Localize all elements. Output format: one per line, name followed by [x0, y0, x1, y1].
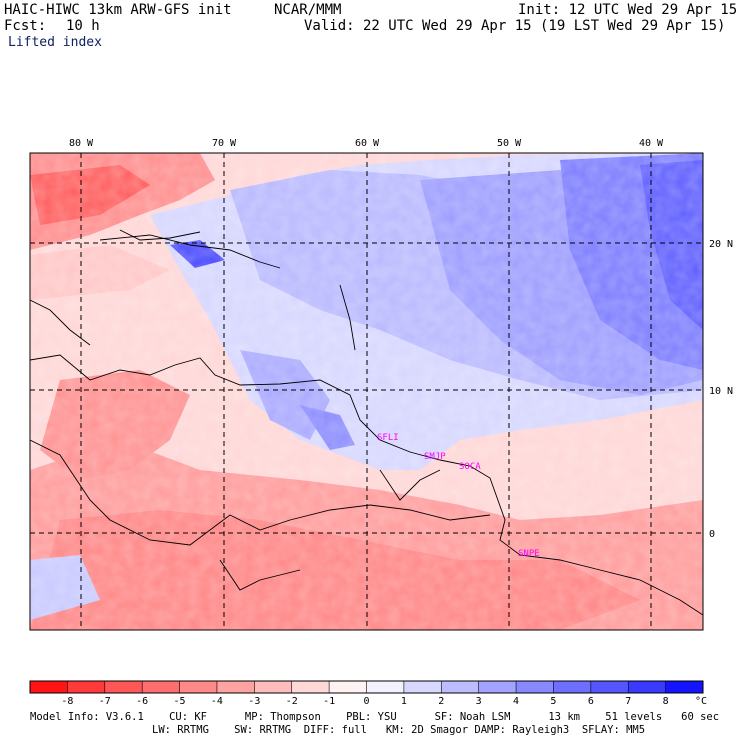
station-snpe: SNPE: [518, 549, 540, 559]
colorbar-tick-label: 8: [663, 696, 669, 707]
colorbar-tick-label: 5: [550, 696, 556, 707]
colorbar-tick-label: 4: [513, 696, 519, 707]
model-title: HAIC-HIWC 13km ARW-GFS init: [4, 2, 232, 18]
colorbar-tick-label: -6: [136, 696, 148, 707]
colorbar-tick-label: 6: [588, 696, 594, 707]
init-time: Init: 12 UTC Wed 29 Apr 15: [518, 2, 738, 18]
model-info-line1: Model Info: V3.6.1 CU: KF MP: Thompson P…: [30, 711, 720, 723]
lon-label-80w: 80 W: [69, 138, 94, 149]
colorbar-tick-label: -4: [211, 696, 223, 707]
colorbar-swatch: [179, 681, 218, 693]
lat-label-10n: 10 N: [709, 386, 733, 397]
forecast-label: Fcst:: [4, 18, 47, 34]
colorbar-swatch: [30, 681, 68, 693]
forecast-value: 10 h: [66, 18, 100, 34]
colorbar-tick-label: -2: [286, 696, 298, 707]
lat-label-0: 0: [709, 529, 715, 540]
colorbar-swatch: [254, 681, 293, 693]
lon-label-70w: 70 W: [212, 138, 237, 149]
colorbar-tick-label: -5: [174, 696, 186, 707]
colorbar-tick-label: 7: [625, 696, 631, 707]
colorbar-swatch: [590, 681, 629, 693]
station-soca: SOCA: [459, 462, 481, 472]
colorbar-swatch: [291, 681, 330, 693]
lon-label-50w: 50 W: [497, 138, 522, 149]
colorbar-swatch: [216, 681, 255, 693]
colorbar-unit: °C: [695, 696, 707, 707]
lat-label-20n: 20 N: [709, 239, 733, 250]
map-frame: [29, 152, 704, 631]
colorbar-swatch: [478, 681, 517, 693]
valid-time: Valid: 22 UTC Wed 29 Apr 15 (19 LST Wed …: [304, 18, 726, 34]
colorbar-swatch: [665, 681, 704, 693]
colorbar-swatch: [142, 681, 181, 693]
colorbar-tick-label: -8: [61, 696, 73, 707]
station-labels: SFLI SMJP SOCA SNPE: [377, 433, 540, 559]
colorbar-tick-label: -7: [99, 696, 111, 707]
colorbar-swatch: [67, 681, 106, 693]
colorbar-tick-label: 1: [401, 696, 407, 707]
lon-label-60w: 60 W: [355, 138, 380, 149]
station-smjp: SMJP: [424, 452, 446, 462]
colorbar-tick-label: -1: [323, 696, 335, 707]
graticule: [30, 153, 703, 630]
org-label: NCAR/MMM: [274, 2, 342, 18]
colorbar-swatch: [516, 681, 554, 693]
colorbar: -8 -7 -6 -5 -4 -3 -2 -1 0 1 2 3 4 5 6 7 8: [29, 680, 704, 707]
colorbar-swatch: [329, 681, 367, 693]
model-info-line2: LW: RRTMG SW: RRTMG DIFF: full KM: 2D Sm…: [152, 724, 646, 736]
colorbar-tick-label: 3: [476, 696, 482, 707]
colorbar-tick-label: 0: [363, 696, 369, 707]
colorbar-tick-label: 2: [438, 696, 444, 707]
colorbar-swatch: [441, 681, 480, 693]
field-name: Lifted index: [8, 35, 102, 50]
lon-label-40w: 40 W: [639, 138, 664, 149]
colorbar-swatch: [553, 681, 592, 693]
colorbar-swatch: [366, 681, 405, 693]
colorbar-swatch: [403, 681, 442, 693]
colorbar-swatch: [104, 681, 143, 693]
coastlines: [30, 229, 703, 616]
colorbar-tick-label: -3: [248, 696, 260, 707]
colorbar-swatch: [628, 681, 667, 693]
station-sfli: SFLI: [377, 433, 399, 443]
